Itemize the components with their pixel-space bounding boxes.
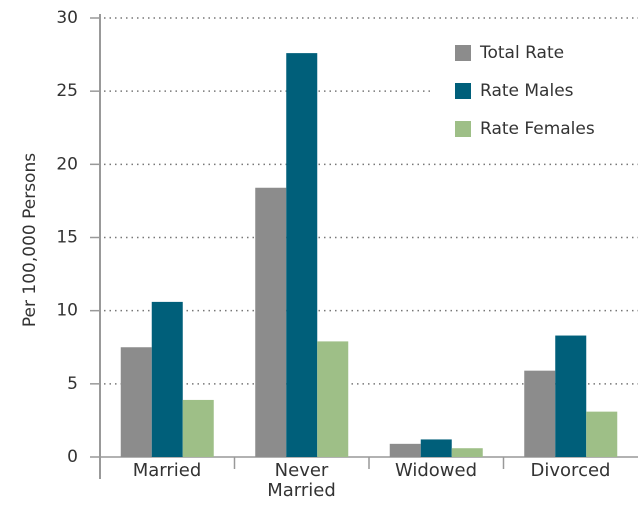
x-tick-label: Never Married bbox=[267, 460, 336, 501]
bar bbox=[389, 443, 421, 457]
bar bbox=[451, 448, 483, 457]
y-tick-label: 5 bbox=[67, 374, 78, 394]
legend-label: Total Rate bbox=[479, 43, 564, 63]
legend-swatch bbox=[455, 83, 471, 99]
legend-label: Rate Females bbox=[480, 119, 595, 139]
y-tick-label: 25 bbox=[56, 81, 78, 101]
bar bbox=[420, 439, 452, 457]
bar bbox=[182, 399, 214, 457]
y-tick-label: 10 bbox=[56, 301, 78, 321]
bar bbox=[255, 187, 287, 457]
legend-swatch bbox=[455, 45, 471, 61]
y-tick-label: 15 bbox=[56, 228, 78, 248]
y-axis-label: Per 100,000 Persons bbox=[20, 153, 40, 327]
bar bbox=[524, 370, 556, 457]
bar bbox=[555, 335, 587, 457]
bar bbox=[586, 411, 618, 457]
bar bbox=[286, 53, 318, 458]
bar bbox=[120, 347, 152, 457]
x-tick-label: Divorced bbox=[530, 460, 611, 481]
y-tick-label: 20 bbox=[56, 154, 78, 174]
legend-label: Rate Males bbox=[480, 81, 574, 101]
x-tick-label: Married bbox=[132, 460, 202, 481]
legend-swatch bbox=[455, 121, 471, 137]
y-tick-label: 30 bbox=[56, 8, 78, 28]
x-tick-label: Widowed bbox=[394, 460, 478, 481]
y-tick-label: 0 bbox=[67, 447, 78, 467]
bar bbox=[151, 301, 183, 457]
bar bbox=[317, 341, 349, 457]
